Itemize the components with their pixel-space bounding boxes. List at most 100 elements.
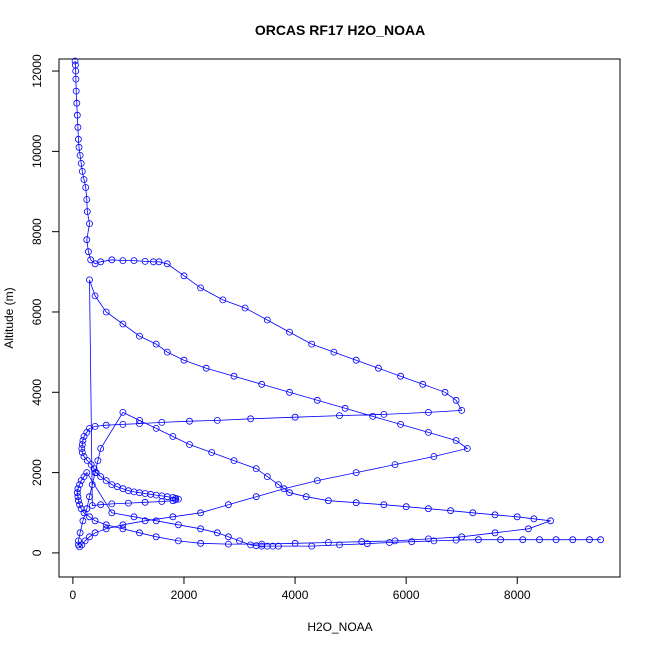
data-point (186, 417, 193, 425)
data-point (86, 533, 93, 541)
data-point (97, 258, 105, 266)
y-tick-label: 2000 (30, 459, 44, 486)
data-point (324, 539, 332, 546)
data-point (76, 501, 83, 509)
data-point (76, 481, 83, 489)
data-point (363, 540, 371, 548)
data-point (441, 388, 449, 396)
chart-title: ORCAS RF17 H2O_NOAA (255, 22, 425, 38)
data-point (86, 493, 93, 501)
data-point (569, 536, 577, 544)
data-point (75, 135, 82, 143)
data-point (263, 316, 271, 324)
data-point (258, 380, 266, 388)
data-point (73, 99, 81, 107)
x-tick-label: 6000 (393, 588, 420, 602)
data-point (152, 517, 160, 525)
data-point (525, 525, 532, 533)
data-point (352, 469, 360, 477)
data-point (424, 505, 432, 513)
y-tick-label: 10000 (30, 134, 44, 168)
data-point (108, 256, 116, 264)
data-point (94, 457, 102, 465)
data-point (97, 473, 105, 481)
x-tick-label: 4000 (282, 588, 309, 602)
data-point (369, 412, 377, 420)
data-point (155, 258, 163, 266)
data-point (86, 276, 93, 284)
data-point (224, 533, 232, 541)
data-point (280, 485, 288, 493)
data-point (274, 542, 282, 550)
data-point (102, 308, 110, 316)
data-point (130, 257, 138, 265)
data-point (78, 449, 86, 456)
data-point (141, 490, 149, 497)
data-point (102, 477, 110, 485)
y-axis-title: Altitude (m) (2, 287, 16, 348)
data-point (152, 533, 160, 541)
data-point (330, 348, 338, 356)
data-point (119, 320, 127, 328)
data-point (552, 536, 560, 544)
data-point (72, 75, 80, 83)
data-point (80, 176, 88, 183)
data-point (91, 469, 99, 477)
data-point (108, 509, 116, 517)
data-point (224, 540, 232, 548)
data-point (74, 123, 82, 131)
data-point (77, 159, 85, 167)
data-point (91, 292, 99, 300)
data-point (263, 542, 271, 550)
data-point (180, 272, 188, 280)
data-point (408, 538, 416, 546)
data-point (72, 67, 80, 75)
data-point (391, 461, 399, 469)
data-point (87, 256, 95, 264)
data-point (469, 509, 477, 517)
data-point (88, 502, 96, 509)
data-point (213, 416, 221, 424)
data-point (213, 529, 221, 537)
data-point (97, 445, 105, 452)
data-point (81, 537, 89, 545)
data-point (197, 525, 205, 533)
series-traces (74, 60, 601, 548)
data-point (130, 488, 138, 496)
data-point (78, 541, 86, 549)
series-line (74, 60, 601, 548)
data-point (73, 111, 81, 119)
data-point (430, 453, 438, 460)
data-point (90, 465, 98, 473)
data-point (324, 497, 332, 505)
data-point (252, 465, 260, 473)
data-point (447, 507, 455, 515)
data-point (513, 513, 521, 521)
data-point (91, 529, 99, 537)
y-axis: 0 2000 4000 6000 8000 10000 12000 (30, 54, 59, 556)
data-point (80, 453, 88, 460)
data-point (78, 445, 86, 452)
data-point (341, 404, 349, 412)
data-point (119, 525, 127, 533)
data-point (73, 489, 81, 497)
data-point (236, 537, 243, 545)
data-point (119, 521, 127, 529)
y-tick-label: 6000 (30, 298, 44, 325)
data-point (119, 257, 127, 265)
data-point (82, 184, 90, 191)
data-point (291, 413, 299, 421)
data-point (78, 167, 86, 175)
x-tick-label: 2000 (171, 588, 198, 602)
data-point (458, 406, 466, 414)
data-point (402, 503, 410, 511)
data-point (169, 433, 177, 440)
data-point (136, 416, 143, 424)
data-point (83, 196, 91, 203)
data-point (172, 496, 180, 504)
data-point (86, 220, 93, 228)
data-point (274, 481, 282, 489)
data-point (75, 497, 82, 505)
data-point (452, 396, 460, 404)
data-point (79, 517, 87, 525)
